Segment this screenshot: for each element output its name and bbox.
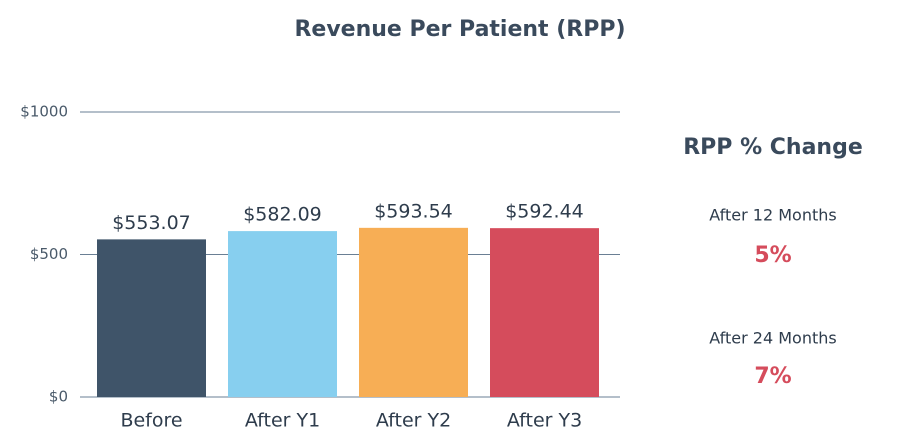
value-label: $553.07	[112, 212, 191, 234]
chart-title: Revenue Per Patient (RPP)	[294, 17, 625, 42]
x-tick-label: Before	[120, 410, 182, 432]
panel-label: After 12 Months	[709, 206, 836, 225]
y-tick-label: $0	[49, 388, 68, 406]
y-tick-label: $1000	[20, 103, 68, 121]
bar	[359, 227, 468, 397]
x-tick-label: After Y2	[376, 410, 451, 432]
x-tick-label: After Y1	[245, 410, 320, 432]
value-label: $593.54	[374, 200, 453, 222]
panel-value: 5%	[754, 243, 791, 268]
panel-label: After 24 Months	[709, 329, 836, 348]
panel-value: 7%	[754, 364, 791, 389]
bar	[228, 231, 337, 397]
bar	[490, 228, 599, 397]
y-tick-label: $500	[30, 245, 68, 263]
panel-title: RPP % Change	[683, 135, 863, 160]
bar	[97, 239, 206, 397]
x-tick-label: After Y3	[507, 410, 582, 432]
value-label: $592.44	[505, 201, 584, 223]
value-label: $582.09	[243, 204, 322, 226]
